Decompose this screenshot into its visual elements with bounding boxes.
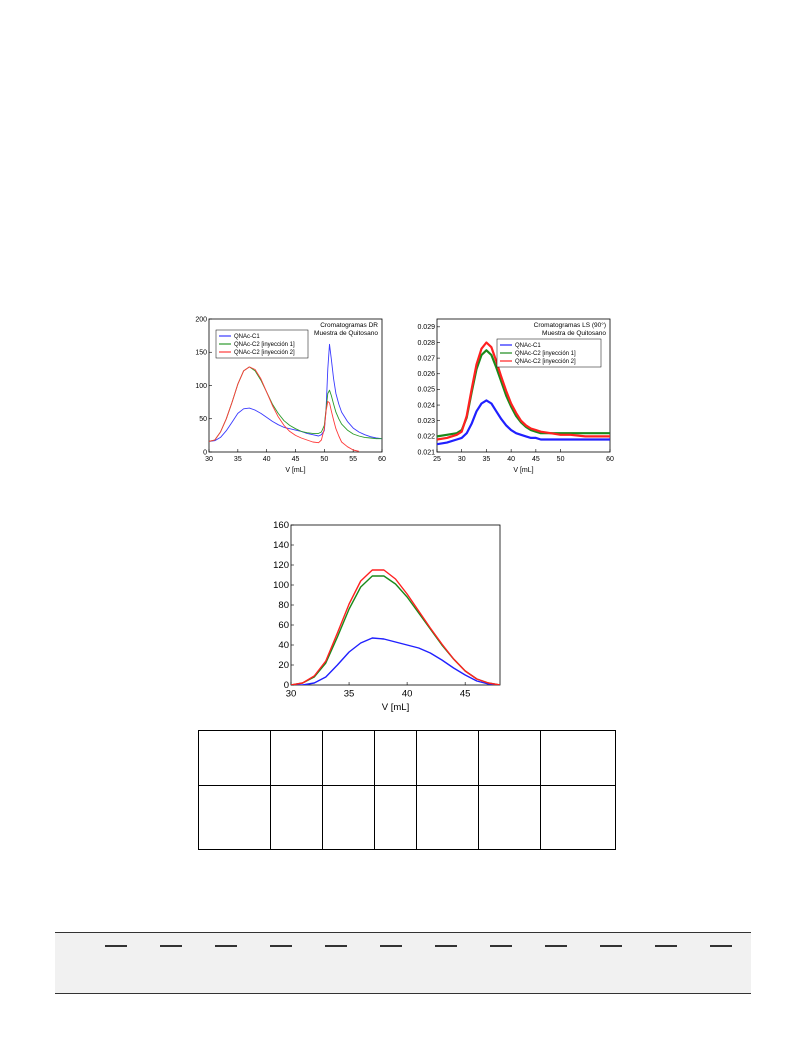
chart-title-line: Cromatogramas LS (90°) [534,321,606,329]
legend-box [496,338,602,368]
series-line-3 [291,569,500,685]
table-cell [478,785,541,850]
x-tick-label: 35 [234,456,242,463]
x-tick-label: 35 [344,689,355,700]
footer-tab-mark [545,945,567,947]
y-tick-label: 0.021 [417,449,435,456]
table-row [198,785,616,850]
table-cell [478,730,541,786]
footer-tab-mark [380,945,402,947]
series-line-3 [437,341,610,441]
y-tick-label: 0.026 [417,371,435,378]
x-tick-label: 30 [458,456,466,463]
y-tick-label: 0.024 [417,402,435,409]
y-tick-label: 0 [203,449,207,456]
table-row [198,730,616,786]
y-tick-label: 40 [278,640,289,651]
chart-overlay-peaks: 30 35 40 45 0 20 40 60 80 100 120 140 160 V [mL] [273,520,501,713]
legend-label: QNAc-C2 [inyección 1] [515,351,576,357]
y-tick-label: 0.023 [417,418,435,425]
x-tick-label: 40 [402,689,413,700]
y-tick-label: 120 [273,560,289,571]
series-line-1 [437,399,610,446]
legend-label: QNAc-C1 [234,334,260,340]
table-cell [198,785,271,850]
footer-tab-mark [435,945,457,947]
x-tick-label: 30 [286,689,297,700]
x-tick-label: 30 [205,456,213,463]
footer-tab-marks [55,945,751,949]
legend-label: QNAc-C2 [inyección 1] [234,342,295,348]
series-line-1 [209,343,382,442]
chart-title-line: Muestra de Quitosano [314,330,378,337]
x-tick-label: 45 [532,456,540,463]
footer-tab-mark [710,945,732,947]
chart-ls-chromatogram: 25 30 35 40 45 50 60 0.021 0.022 0.023 0.024 0.025 0… [417,318,614,474]
footer-bar [55,932,751,994]
x-tick-label: 40 [263,456,271,463]
legend-box [215,329,309,359]
x-tick-label: 25 [433,456,441,463]
table-cell [322,730,375,786]
x-tick-label: 60 [378,456,386,463]
x-tick-label: 45 [292,456,300,463]
x-tick-label: 60 [606,456,614,463]
footer-tab-mark [215,945,237,947]
y-tick-label: 0.027 [417,355,435,362]
y-tick-label: 0 [284,680,289,691]
table-cell [540,730,616,786]
footer-tab-mark [105,945,127,947]
chart-dr-chromatogram: 30 35 40 45 50 55 60 0 50 100 150 200 V [mL] Cromatog… [195,316,386,474]
x-tick-label: 55 [349,456,357,463]
y-tick-label: 100 [195,383,207,390]
x-tick-label: 40 [507,456,515,463]
y-tick-label: 50 [199,416,207,423]
table-cell [270,730,323,786]
y-tick-label: 140 [273,540,289,551]
y-tick-label: 200 [195,316,207,323]
y-tick-label: 60 [278,620,289,631]
footer-tab-mark [270,945,292,947]
chart-title-line: Muestra de Quitosano [542,330,606,337]
data-table [198,730,616,850]
table-cell [416,730,479,786]
footer-tab-mark [490,945,512,947]
y-tick-label: 150 [195,350,207,357]
table-cell [270,785,323,850]
table-cell [540,785,616,850]
legend-label: QNAc-C1 [515,343,541,349]
legend-label: QNAc-C2 [inyección 2] [234,350,295,356]
series-line-3 [209,366,360,452]
x-tick-label: 45 [460,689,471,700]
chart-title-line: Cromatogramas DR [320,322,378,329]
y-tick-label: 0.022 [417,434,435,441]
x-tick-label: 50 [557,456,565,463]
y-tick-label: 0.029 [417,324,435,331]
footer-tab-mark [655,945,677,947]
series-line-1 [291,637,500,685]
x-tick-label: 35 [483,456,491,463]
table-cell [416,785,479,850]
plot-frame [290,524,501,686]
y-tick-label: 0.025 [417,387,435,394]
x-axis-label: V [mL] [382,702,409,713]
legend-label: QNAc-C2 [inyección 2] [515,359,576,365]
y-tick-label: 0.028 [417,340,435,347]
table-cell [198,730,271,786]
y-tick-label: 160 [273,520,289,531]
x-tick-label: 50 [320,456,328,463]
table-cell [374,730,417,786]
footer-tab-mark [600,945,622,947]
table-cell [322,785,375,850]
x-axis-label: V [mL] [513,467,533,474]
y-tick-label: 80 [278,600,289,611]
x-axis-label: V [mL] [285,467,305,474]
y-tick-label: 100 [273,580,289,591]
footer-tab-mark [160,945,182,947]
y-tick-label: 20 [278,660,289,671]
footer-tab-mark [325,945,347,947]
table-cell [374,785,417,850]
